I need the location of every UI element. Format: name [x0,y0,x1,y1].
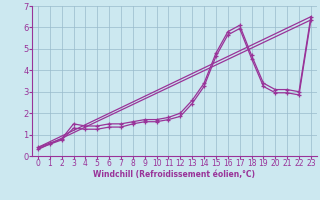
X-axis label: Windchill (Refroidissement éolien,°C): Windchill (Refroidissement éolien,°C) [93,170,255,179]
